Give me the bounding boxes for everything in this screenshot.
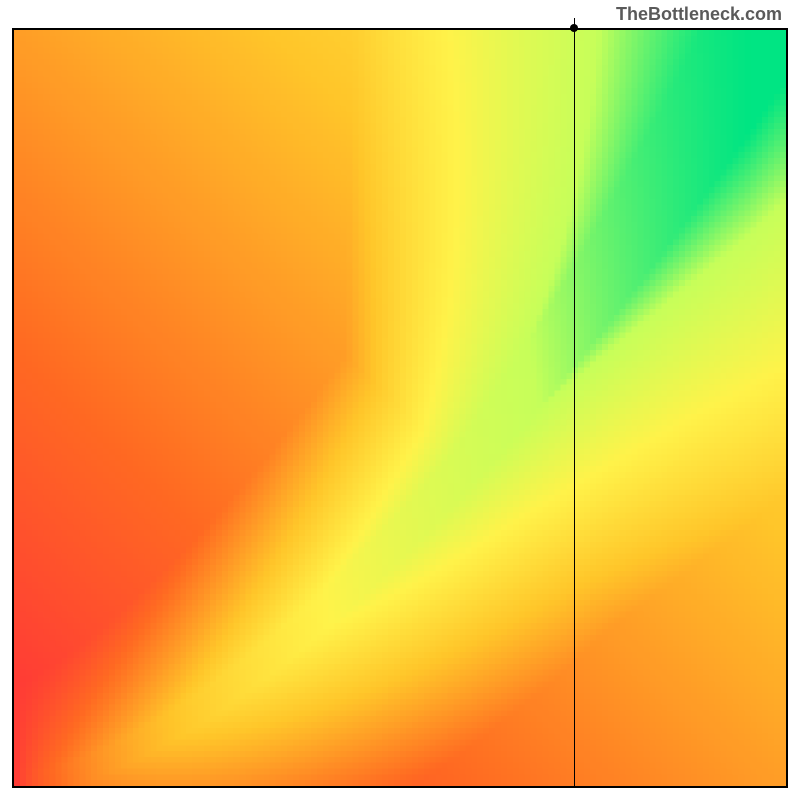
bottleneck-heatmap xyxy=(14,30,786,786)
attribution-label: TheBottleneck.com xyxy=(616,4,782,25)
plot-frame xyxy=(12,28,788,788)
marker-tick-top xyxy=(574,18,575,28)
root-container: { "attribution": { "text": "TheBottlenec… xyxy=(0,0,800,800)
